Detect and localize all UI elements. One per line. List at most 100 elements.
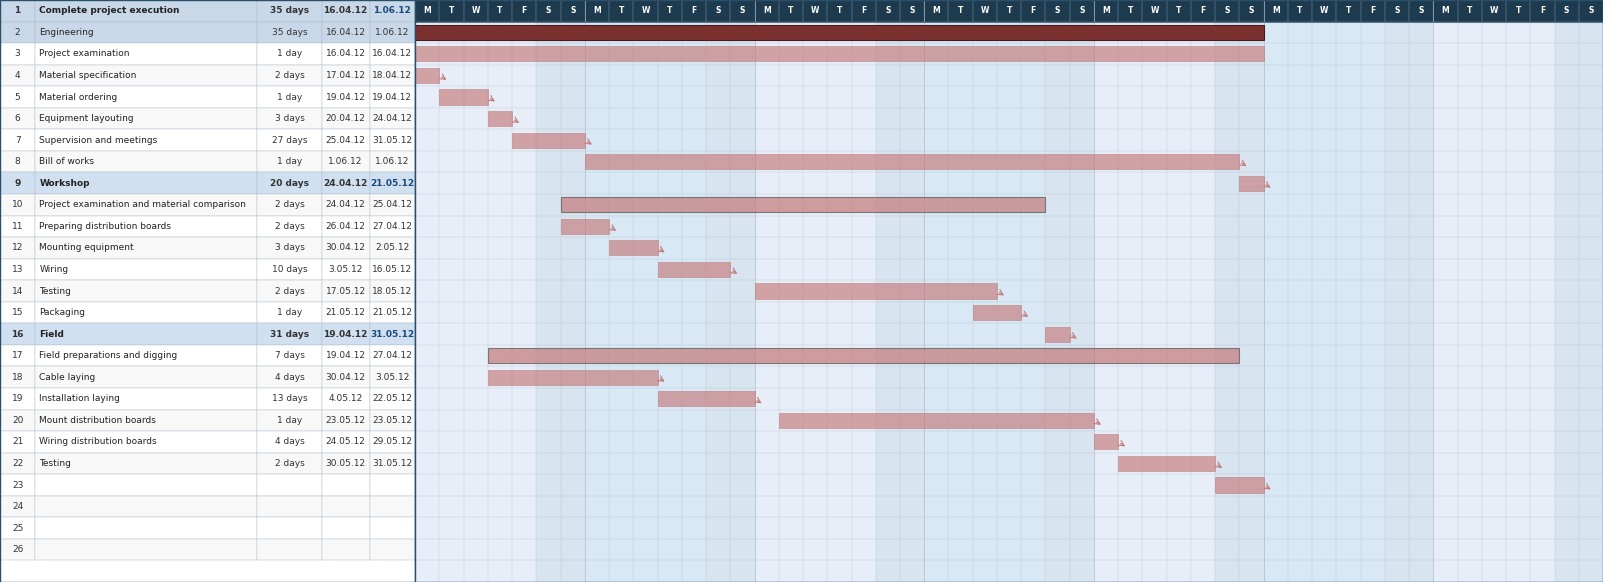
FancyBboxPatch shape	[537, 0, 561, 582]
FancyBboxPatch shape	[1361, 0, 1385, 582]
FancyBboxPatch shape	[487, 370, 657, 385]
FancyBboxPatch shape	[487, 348, 1239, 363]
Text: 14: 14	[11, 286, 24, 296]
FancyBboxPatch shape	[35, 410, 258, 431]
Text: W: W	[811, 6, 819, 15]
Text: 1.06.12: 1.06.12	[375, 28, 409, 37]
FancyBboxPatch shape	[322, 237, 370, 258]
FancyBboxPatch shape	[851, 0, 875, 22]
FancyBboxPatch shape	[322, 86, 370, 108]
FancyBboxPatch shape	[1507, 0, 1531, 22]
FancyBboxPatch shape	[322, 453, 370, 474]
Text: 17: 17	[11, 351, 24, 360]
Text: 13: 13	[11, 265, 24, 274]
FancyBboxPatch shape	[1579, 0, 1603, 22]
FancyBboxPatch shape	[258, 237, 322, 258]
Text: Project examination and material comparison: Project examination and material compari…	[40, 200, 247, 210]
FancyBboxPatch shape	[585, 0, 609, 22]
Text: T: T	[449, 6, 454, 15]
FancyBboxPatch shape	[415, 345, 1603, 367]
FancyBboxPatch shape	[258, 215, 322, 237]
FancyBboxPatch shape	[899, 0, 925, 22]
FancyBboxPatch shape	[35, 474, 258, 496]
FancyBboxPatch shape	[370, 0, 415, 22]
Text: 24.04.12: 24.04.12	[372, 114, 412, 123]
FancyBboxPatch shape	[0, 129, 35, 151]
FancyBboxPatch shape	[258, 65, 322, 86]
FancyBboxPatch shape	[1313, 0, 1337, 582]
Text: 3: 3	[14, 49, 21, 58]
Text: 3.05.12: 3.05.12	[329, 265, 362, 274]
FancyBboxPatch shape	[609, 0, 633, 22]
Text: Bill of works: Bill of works	[40, 157, 95, 166]
FancyBboxPatch shape	[827, 0, 851, 582]
Text: 7 days: 7 days	[274, 351, 305, 360]
FancyBboxPatch shape	[415, 539, 1603, 560]
FancyBboxPatch shape	[0, 258, 35, 280]
FancyBboxPatch shape	[415, 302, 1603, 324]
Text: 23: 23	[11, 481, 24, 489]
FancyBboxPatch shape	[258, 86, 322, 108]
FancyBboxPatch shape	[585, 154, 1239, 169]
FancyBboxPatch shape	[370, 474, 415, 496]
Text: 13 days: 13 days	[273, 394, 308, 403]
FancyBboxPatch shape	[258, 280, 322, 302]
FancyBboxPatch shape	[1143, 0, 1167, 582]
FancyBboxPatch shape	[755, 0, 779, 22]
FancyBboxPatch shape	[851, 0, 875, 582]
FancyBboxPatch shape	[705, 0, 731, 22]
FancyBboxPatch shape	[755, 0, 779, 582]
Text: W: W	[471, 6, 479, 15]
Text: 4.05.12: 4.05.12	[329, 394, 362, 403]
Text: 19: 19	[11, 394, 24, 403]
FancyBboxPatch shape	[803, 0, 827, 582]
FancyBboxPatch shape	[1457, 0, 1481, 22]
FancyBboxPatch shape	[561, 219, 609, 234]
Text: 2: 2	[14, 28, 21, 37]
FancyBboxPatch shape	[258, 172, 322, 194]
FancyBboxPatch shape	[0, 324, 35, 345]
Text: Mount distribution boards: Mount distribution boards	[40, 416, 157, 425]
Text: 1.06.12: 1.06.12	[373, 6, 412, 15]
Text: S: S	[885, 6, 891, 15]
FancyBboxPatch shape	[415, 68, 439, 83]
FancyBboxPatch shape	[439, 90, 487, 105]
FancyBboxPatch shape	[1555, 0, 1579, 22]
FancyBboxPatch shape	[1239, 0, 1263, 582]
FancyBboxPatch shape	[0, 0, 35, 22]
FancyBboxPatch shape	[0, 43, 35, 65]
FancyBboxPatch shape	[258, 0, 322, 22]
FancyBboxPatch shape	[258, 258, 322, 280]
FancyBboxPatch shape	[1287, 0, 1313, 22]
FancyBboxPatch shape	[35, 496, 258, 517]
FancyBboxPatch shape	[537, 0, 561, 22]
FancyBboxPatch shape	[258, 324, 322, 345]
Text: 19.04.12: 19.04.12	[325, 351, 365, 360]
Text: 21.05.12: 21.05.12	[370, 179, 415, 188]
Text: T: T	[1347, 6, 1351, 15]
FancyBboxPatch shape	[1481, 0, 1507, 22]
FancyBboxPatch shape	[415, 367, 1603, 388]
Text: 16.05.12: 16.05.12	[372, 265, 412, 274]
Text: 23.05.12: 23.05.12	[372, 416, 412, 425]
FancyBboxPatch shape	[1093, 434, 1119, 449]
Text: 17.05.12: 17.05.12	[325, 286, 365, 296]
FancyBboxPatch shape	[258, 474, 322, 496]
Text: 20: 20	[11, 416, 24, 425]
Text: 30.04.12: 30.04.12	[325, 243, 365, 253]
FancyBboxPatch shape	[322, 324, 370, 345]
FancyBboxPatch shape	[370, 22, 415, 43]
FancyBboxPatch shape	[258, 194, 322, 215]
Text: F: F	[1540, 6, 1545, 15]
Text: Supervision and meetings: Supervision and meetings	[40, 136, 157, 144]
FancyBboxPatch shape	[35, 43, 258, 65]
Text: M: M	[763, 6, 771, 15]
FancyBboxPatch shape	[609, 240, 657, 255]
FancyBboxPatch shape	[0, 237, 35, 258]
FancyBboxPatch shape	[439, 0, 463, 582]
FancyBboxPatch shape	[258, 388, 322, 410]
FancyBboxPatch shape	[1045, 0, 1069, 582]
FancyBboxPatch shape	[370, 410, 415, 431]
FancyBboxPatch shape	[322, 215, 370, 237]
Text: 30.05.12: 30.05.12	[325, 459, 365, 468]
